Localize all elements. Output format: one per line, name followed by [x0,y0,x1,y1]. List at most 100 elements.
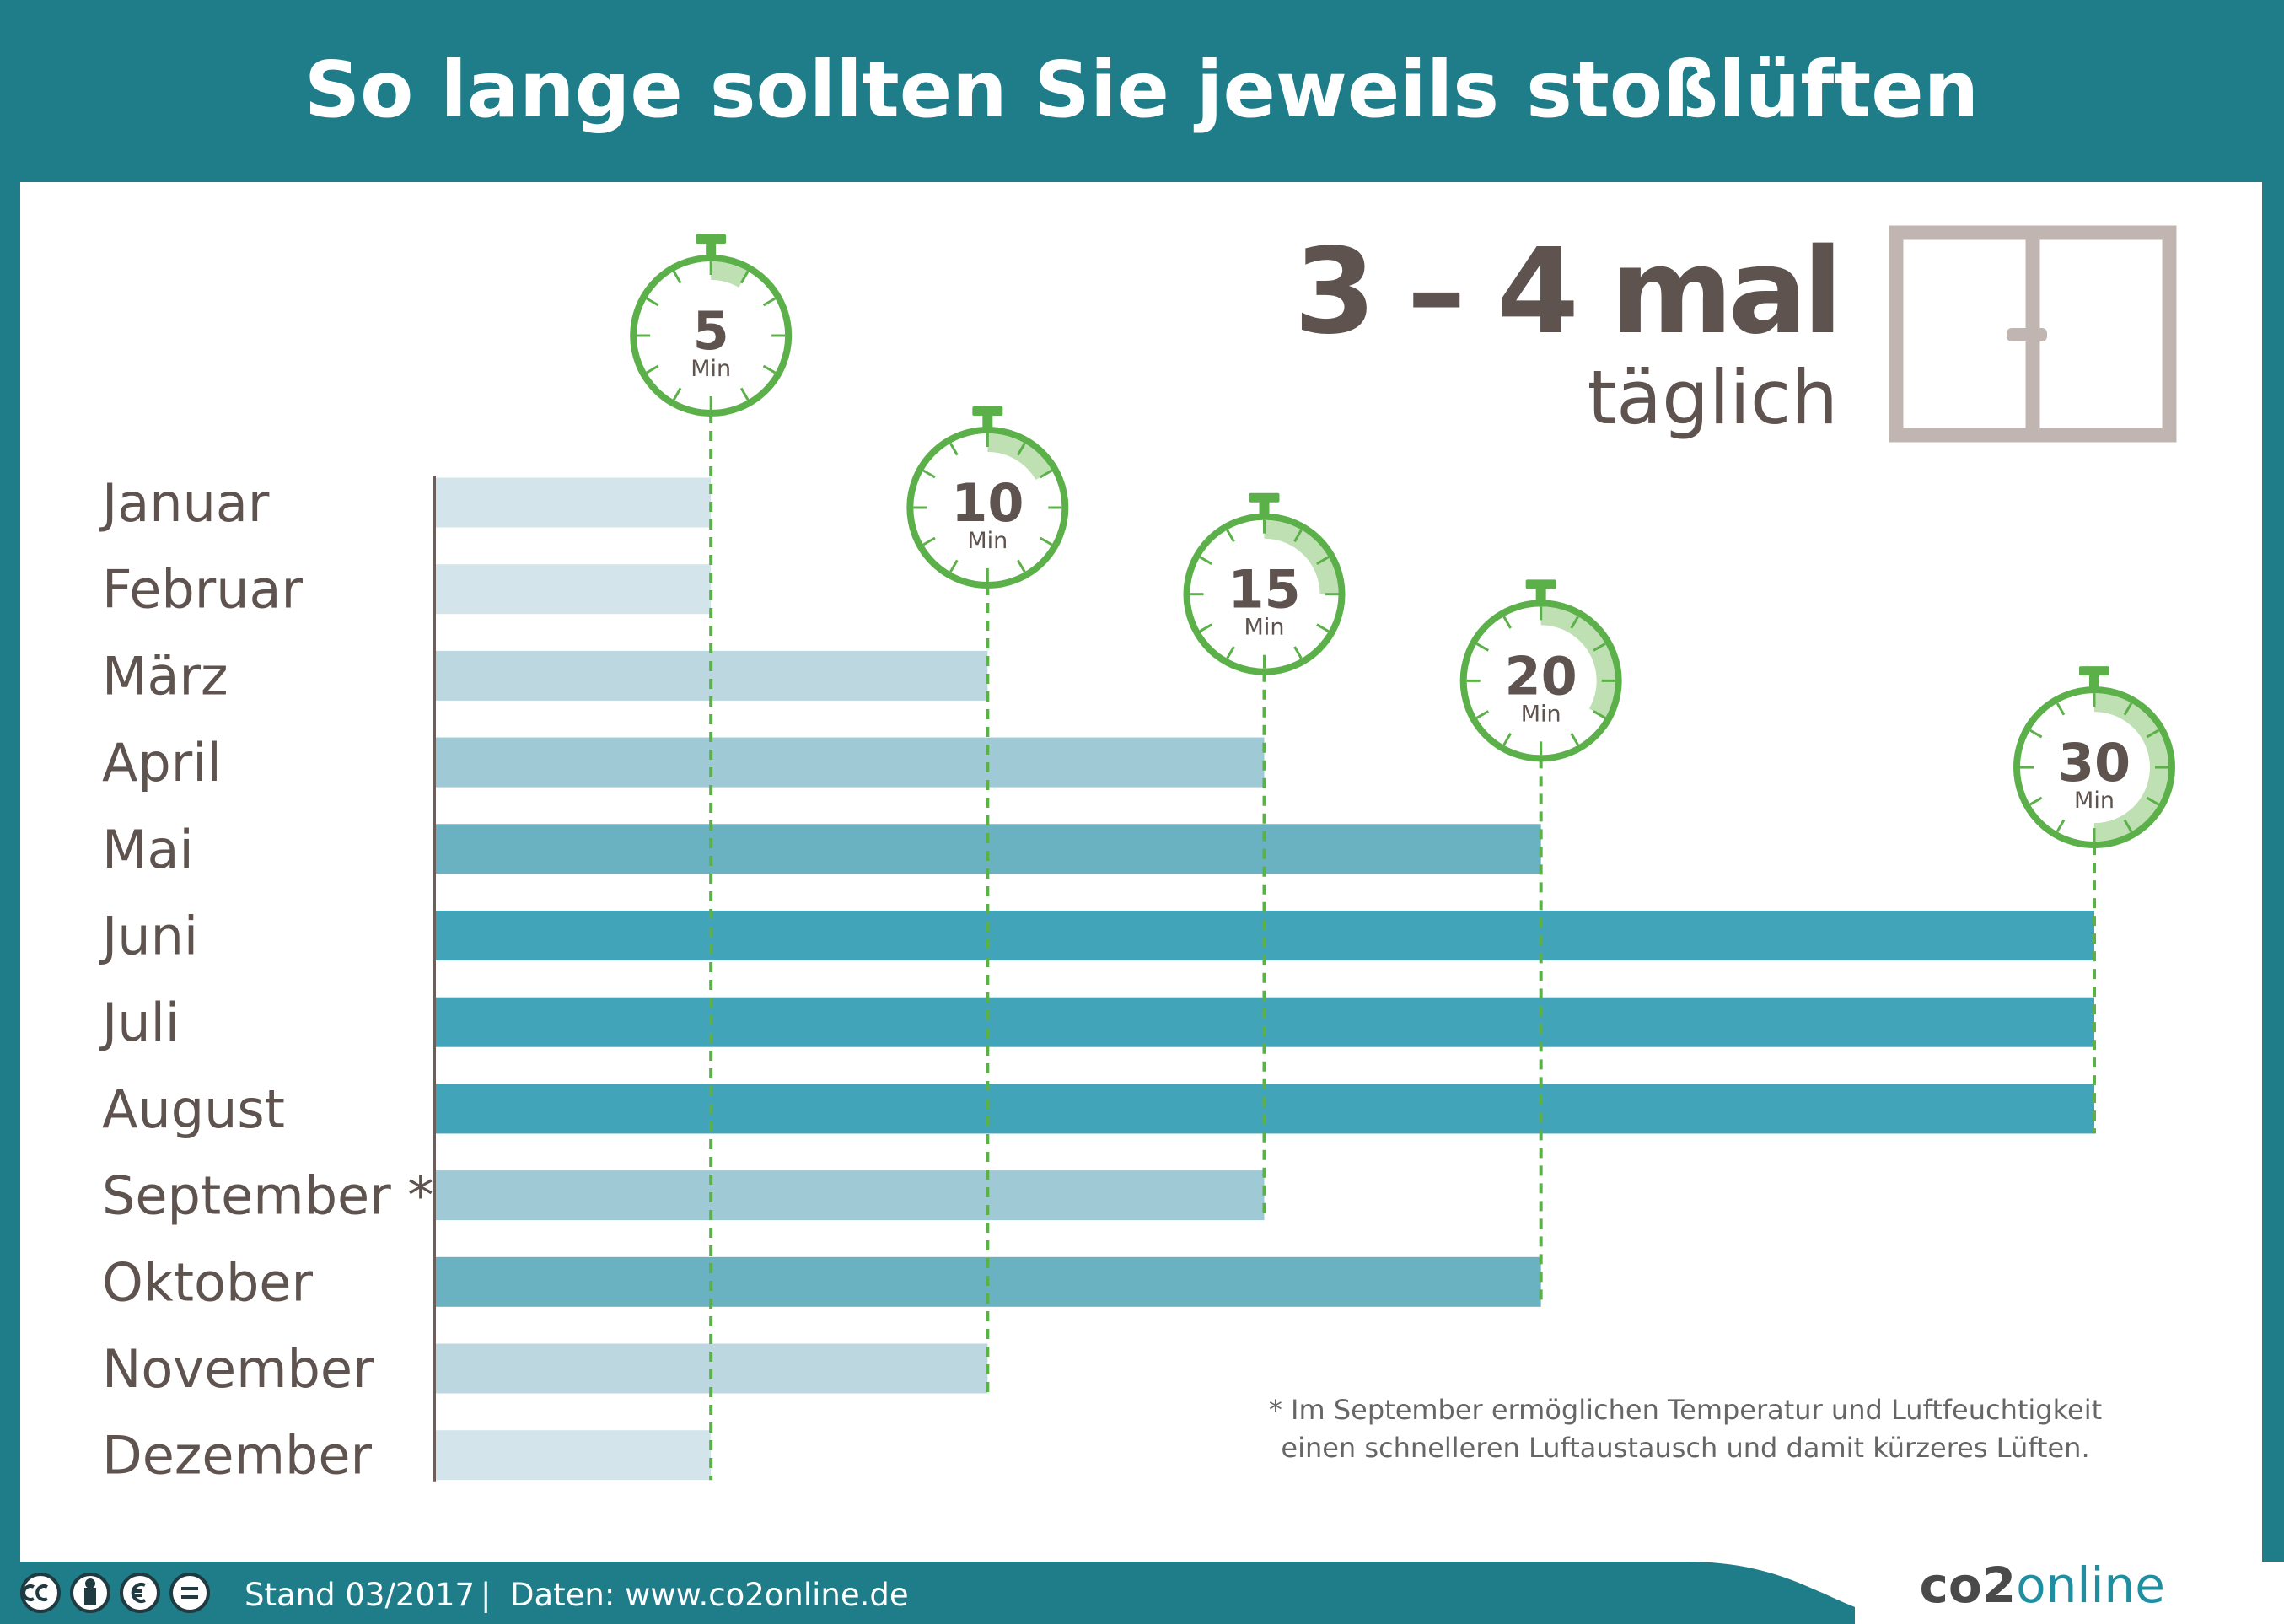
timer-stem [2089,673,2099,691]
category-label: Oktober [102,1251,313,1313]
timer-tick [1226,529,1235,543]
timer-tick [1039,536,1053,546]
footer-stand: Stand 03/2017 [245,1577,475,1613]
timer-cap [696,234,727,244]
timer-arc [711,261,749,288]
timer-tick [2146,796,2159,806]
footer-logo-bg [1855,1562,2284,1624]
timer-tick [1593,643,1606,652]
timer-tick [646,297,659,307]
category-label: Juli [99,992,180,1053]
timer-tick [739,271,750,284]
timer-tick [1017,559,1026,573]
timer-value: 20 [1505,645,1577,707]
timer-unit: Min [967,528,1008,554]
footnote: * Im September ermöglichen Temperatur un… [1269,1394,2102,1426]
timer-tick [1199,623,1212,632]
timer-tick [1316,556,1330,565]
timer-tick [2029,729,2043,739]
timer-face [630,255,793,417]
timer-cap [972,406,1003,416]
timer-value: 30 [2058,732,2131,793]
timer-tick [672,387,682,401]
category-label: August [102,1078,285,1140]
timer-tick [2146,729,2159,739]
timer-tick [1570,733,1579,746]
logo-part: co2 [1919,1557,2016,1614]
footnote: einen schnelleren Luftaustausch und dami… [1281,1432,2089,1464]
timer-tick [949,559,959,573]
timer-tick [2029,796,2043,806]
timer-tick [1293,646,1303,659]
bar [434,737,1265,788]
timer-face [1183,513,1346,675]
timer-face [1459,600,1622,762]
timer-tick [1502,616,1512,629]
bar [434,564,712,615]
category-label: Mai [102,819,194,880]
timer-tick [1017,443,1026,456]
category-label: Dezember [102,1425,372,1487]
timer-tick [1593,710,1606,719]
headline: 3 – 4 mal [1294,223,1838,361]
category-label: Juni [99,906,198,967]
timer-tick [762,364,777,374]
timer-tick [922,469,936,479]
timer-tick [2123,819,2133,833]
bar [434,1343,988,1394]
category-label: November [102,1338,374,1400]
timer-tick [1475,643,1490,652]
chart-title: So lange sollten Sie jeweils stoßlüften [304,45,1979,135]
timer-arc [1540,606,1615,718]
timer-tick [1502,733,1512,746]
timer-tick [2056,702,2066,716]
subheadline: täglich [1588,354,1838,441]
bar [434,1170,1265,1221]
bar [434,997,2094,1047]
timer-tick [922,536,936,546]
timer-stem [1259,499,1270,517]
footer-separator: | [481,1577,491,1613]
timer-tick [646,364,659,374]
timer-arc [1264,519,1339,594]
logo: co2online [1919,1557,2165,1614]
timer-stem [982,413,993,430]
license-icons [20,1573,210,1613]
window-handle [2007,328,2047,341]
timer-tick [1570,616,1579,629]
timer-tick [2056,819,2066,833]
timer-stem [706,241,717,258]
bar [434,1430,712,1481]
timer-unit: Min [1244,615,1285,641]
timer-stem [1535,586,1546,604]
timer-tick [1475,710,1490,719]
timer-cap [2079,666,2109,676]
timer-unit: Min [1521,701,1561,727]
timer-face [906,427,1069,589]
timer-tick [1039,469,1053,479]
category-label: September * [102,1165,433,1227]
timer-arc [987,433,1052,480]
timer-tick [739,387,750,401]
bar [434,650,988,701]
category-label: Februar [102,559,304,621]
bar [434,1084,2094,1134]
logo-part: online [2016,1557,2165,1614]
timer-tick [672,271,682,284]
timer-cap [1249,492,1280,503]
category-label: März [102,645,228,707]
category-label: Januar [99,472,270,534]
timer-tick [949,443,959,456]
timer-tick [762,297,777,307]
timer-unit: Min [2074,788,2115,814]
timer-face [2013,686,2175,849]
timer-value: 5 [693,300,729,362]
timer-tick [1199,556,1212,565]
timer-tick [1226,646,1235,659]
timer-tick [1316,623,1330,632]
timer-tick [2123,702,2133,716]
timer-cap [1525,579,1556,589]
bar [434,477,712,528]
timer-value: 10 [951,472,1024,534]
